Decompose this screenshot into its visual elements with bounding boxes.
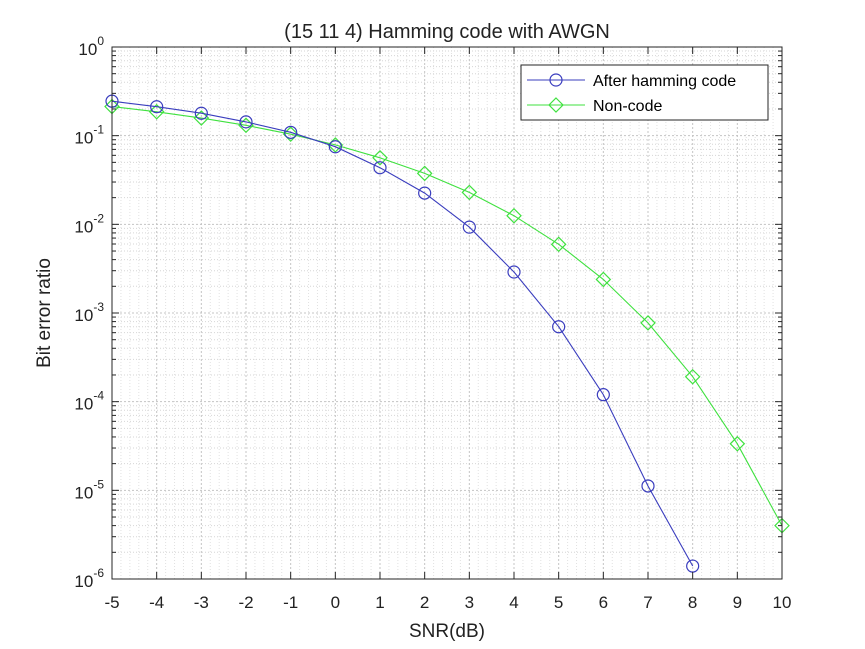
data-point-after-hamming [150, 100, 164, 114]
legend-marker [548, 97, 564, 113]
y-tick-label: 10-5 [74, 477, 104, 502]
x-tick-label: 8 [688, 593, 697, 612]
series-line-after-hamming [111, 100, 694, 567]
x-tick-label: -2 [238, 593, 253, 612]
data-point-after-hamming [284, 125, 298, 139]
legend-label: Non-code [593, 98, 662, 115]
data-point-non-code [461, 184, 478, 201]
data-point-after-hamming [418, 186, 432, 200]
data-point-non-code [729, 435, 746, 452]
x-tick-label: -3 [194, 593, 209, 612]
data-point-after-hamming [596, 388, 610, 402]
data-point-non-code [282, 126, 299, 143]
x-tick-label: 0 [331, 593, 340, 612]
legend-marker [549, 73, 563, 87]
x-tick-label: 10 [773, 593, 792, 612]
tick-marks [111, 46, 783, 580]
series-after-hamming [105, 94, 700, 573]
data-point-after-hamming [239, 115, 253, 129]
data-point-after-hamming [328, 140, 342, 154]
legend-entry-after-hamming: After hamming code [527, 73, 736, 90]
x-tick-label: -5 [104, 593, 119, 612]
legend: After hamming code Non-code [520, 64, 769, 121]
series-layer [104, 94, 790, 573]
legend-entry-non-code: Non-code [527, 97, 662, 115]
data-point-after-hamming [194, 106, 208, 120]
x-tick-labels: -5 -4 -3 -2 -1 0 1 2 3 4 5 6 7 8 9 10 [104, 593, 791, 612]
data-point-after-hamming [507, 265, 521, 279]
y-tick-label: 10-6 [74, 566, 104, 591]
legend-box [520, 64, 769, 121]
x-tick-label: 6 [599, 593, 608, 612]
legend-label: After hamming code [593, 73, 736, 90]
data-point-after-hamming [641, 479, 655, 493]
y-tick-label: 10-3 [74, 300, 104, 325]
y-tick-label: 100 [78, 34, 104, 59]
grid [111, 46, 783, 580]
data-point-after-hamming [373, 161, 387, 175]
x-tick-label: 5 [554, 593, 563, 612]
data-point-after-hamming [462, 220, 476, 234]
y-tick-label: 10-1 [74, 123, 104, 148]
y-tick-label: 10-2 [74, 211, 104, 236]
x-tick-label: 7 [643, 593, 652, 612]
x-axis-label: SNR(dB) [409, 621, 485, 642]
series-line-non-code [111, 106, 783, 526]
y-axis-label: Bit error ratio [34, 258, 55, 368]
data-point-non-code [372, 149, 388, 166]
x-tick-label: 4 [509, 593, 518, 612]
data-point-non-code [416, 165, 433, 182]
data-point-non-code [550, 236, 567, 253]
x-tick-label: 3 [465, 593, 474, 612]
x-tick-label: 1 [375, 593, 384, 612]
x-tick-label: -1 [283, 593, 298, 612]
chart-title: (15 11 4) Hamming code with AWGN [284, 21, 610, 43]
y-tick-labels: 10-6 10-5 10-4 10-3 10-2 10-1 100 [74, 34, 104, 591]
data-point-non-code [193, 110, 210, 126]
data-point-after-hamming [552, 320, 566, 334]
plot-area [112, 47, 782, 579]
data-point-non-code [506, 207, 522, 224]
data-point-non-code [640, 315, 656, 331]
x-tick-label: 2 [420, 593, 429, 612]
x-tick-label: 9 [733, 593, 742, 612]
y-tick-label: 10-4 [74, 389, 104, 414]
data-point-non-code [148, 103, 165, 120]
data-point-non-code [684, 368, 701, 385]
data-point-non-code [595, 271, 612, 288]
x-tick-label: -4 [149, 593, 164, 612]
